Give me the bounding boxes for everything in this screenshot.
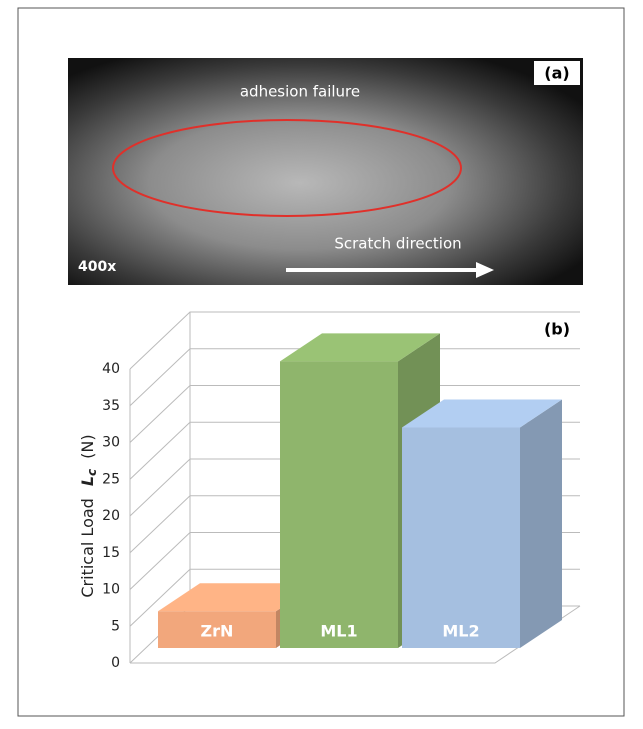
direction-label: Scratch direction <box>334 235 461 253</box>
y-title-unit: (N) <box>78 434 97 458</box>
bar <box>280 361 398 648</box>
y-tick-label: 40 <box>102 361 120 377</box>
grid-line <box>129 311 580 370</box>
bar <box>158 611 276 648</box>
y-tick-label: 20 <box>102 508 120 524</box>
bar-top <box>402 399 562 428</box>
y-title-symbol: L <box>78 476 97 486</box>
y-tick-label: 35 <box>102 398 120 414</box>
grid-line <box>129 385 580 443</box>
micrograph <box>68 58 583 285</box>
category-label: ZrN <box>201 622 234 641</box>
chart: (b) Critical Load Lc (N) 0 5 10 15 20 25 30 35 40 Z… <box>78 311 581 671</box>
failure-ellipse <box>112 119 462 217</box>
y-tick-label: 25 <box>102 471 120 487</box>
y-title-subscript: c <box>85 469 99 476</box>
bar-top <box>280 333 440 362</box>
y-tick-label: 10 <box>102 582 120 598</box>
category-label: ML1 <box>320 622 357 641</box>
micrograph-panel: adhesion failure Scratch direction 400x … <box>68 58 583 285</box>
frame <box>17 7 625 717</box>
y-tick-label: 30 <box>102 435 120 451</box>
y-axis-title: Critical Load Lc (N) <box>78 434 99 597</box>
label-box <box>534 61 580 85</box>
bar-side <box>520 399 562 648</box>
panel-label: (b) <box>544 320 570 339</box>
arrow-head <box>476 262 494 278</box>
bar <box>402 427 520 648</box>
y-title-text: Critical Load <box>78 498 97 597</box>
y-tick-label: 15 <box>102 545 120 561</box>
y-tick-label: 5 <box>111 618 120 634</box>
magnification: 400x <box>78 259 116 275</box>
annotation: adhesion failure <box>240 83 360 101</box>
y-tick-label: 0 <box>111 655 120 671</box>
bar-top <box>158 583 318 612</box>
panel-label: (a) <box>544 64 569 83</box>
category-label: ML2 <box>442 622 479 641</box>
grid-line <box>129 348 580 407</box>
